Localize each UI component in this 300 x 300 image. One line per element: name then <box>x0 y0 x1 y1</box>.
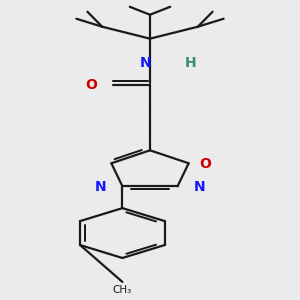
Text: N: N <box>140 56 152 70</box>
Text: O: O <box>200 157 212 171</box>
Text: N: N <box>194 180 206 194</box>
Text: N: N <box>95 180 106 194</box>
Text: O: O <box>85 77 97 92</box>
Text: CH₃: CH₃ <box>113 285 132 295</box>
Text: H: H <box>185 56 196 70</box>
